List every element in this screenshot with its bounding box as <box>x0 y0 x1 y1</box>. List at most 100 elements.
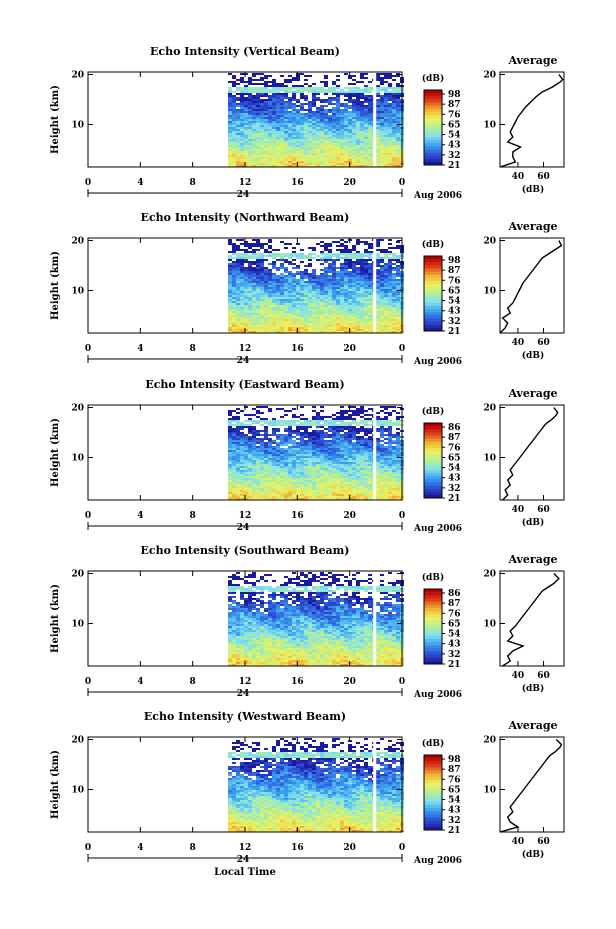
x-tick-label: 0 <box>85 843 91 853</box>
profile-x-tick-label: 40 <box>512 671 525 681</box>
y-tick-label: 10 <box>71 454 84 464</box>
x-tick-label: 4 <box>137 843 143 853</box>
y-tick-label: 20 <box>71 71 84 81</box>
x-tick-label: 12 <box>239 178 252 188</box>
profile-y-tick-label: 20 <box>483 237 496 247</box>
colorbar-tick-label: 65 <box>448 785 461 795</box>
x-tick-label: 12 <box>239 843 252 853</box>
x-tick-label: 16 <box>291 511 304 521</box>
beam-panel-5: Echo Intensity (Westward Beam) 20 10 Height… <box>50 710 565 878</box>
data-gap <box>373 737 377 832</box>
y-tick-label: 20 <box>71 570 84 580</box>
date-label: 24 <box>237 356 250 366</box>
average-profile: Average 20 10 40 60 (dB) <box>483 387 565 528</box>
profile-x-label: (dB) <box>522 350 544 361</box>
panel-title: Echo Intensity (Vertical Beam) <box>150 45 340 58</box>
x-tick-label: 4 <box>137 178 143 188</box>
colorbar-tick-label: 43 <box>448 806 461 816</box>
profile-x-tick-label: 60 <box>537 505 550 515</box>
y-axis-label: Height (km) <box>50 750 61 819</box>
colorbar-label: (dB) <box>422 406 444 417</box>
x-tick-label: 0 <box>85 178 91 188</box>
profile-y-tick-label: 10 <box>483 121 496 131</box>
average-profile: Average 20 10 40 60 (dB) <box>483 553 565 694</box>
colorbar-frame <box>423 89 443 166</box>
colorbar-tick-label: 32 <box>448 484 461 494</box>
colorbar-tick-label: 98 <box>448 755 461 765</box>
profile-x-label: (dB) <box>522 849 544 860</box>
panel-title: Echo Intensity (Southward Beam) <box>141 544 350 557</box>
profile-x-label: (dB) <box>522 517 544 528</box>
month-label: Aug 2006 <box>413 357 462 367</box>
y-axis-label: Height (km) <box>50 85 61 154</box>
date-label: 24 <box>237 855 250 865</box>
y-tick-label: 20 <box>71 736 84 746</box>
colorbar-tick-label: 65 <box>448 286 461 296</box>
profile-x-label: (dB) <box>522 683 544 694</box>
panel-title: Echo Intensity (Eastward Beam) <box>145 378 344 391</box>
profile-frame <box>499 404 565 501</box>
heatmap-cells <box>228 571 404 666</box>
colorbar-tick-label: 76 <box>448 443 461 453</box>
colorbar-tick-label: 32 <box>448 151 461 161</box>
profile-x-tick-label: 40 <box>512 837 525 847</box>
x-tick-label: 0 <box>399 843 405 853</box>
profile-title: Average <box>507 553 557 566</box>
profile-line <box>502 573 560 667</box>
colorbar-tick-label: 54 <box>448 464 461 474</box>
profile-y-tick-label: 10 <box>483 620 496 630</box>
profile-x-label: (dB) <box>522 184 544 195</box>
colorbar-label: (dB) <box>422 73 444 84</box>
profile-frame <box>499 71 565 168</box>
x-tick-label: 16 <box>291 344 304 354</box>
date-label: 24 <box>237 689 250 699</box>
profile-x-tick-label: 60 <box>537 837 550 847</box>
profile-frame <box>499 237 565 334</box>
y-tick-label: 10 <box>71 620 84 630</box>
y-tick-label: 10 <box>71 786 84 796</box>
colorbar-tick-label: 65 <box>448 453 461 463</box>
colorbar-tick-label: 54 <box>448 630 461 640</box>
profile-title: Average <box>507 54 557 67</box>
profile-line <box>499 739 563 833</box>
panel-title: Echo Intensity (Northward Beam) <box>141 211 350 224</box>
profile-title: Average <box>507 387 557 400</box>
x-tick-label: 12 <box>239 511 252 521</box>
x-tick-label: 8 <box>190 344 196 354</box>
beam-panel-3: Echo Intensity (Eastward Beam) 20 10 Height… <box>50 378 565 534</box>
colorbar-label: (dB) <box>422 572 444 583</box>
x-tick-label: 0 <box>85 677 91 687</box>
colorbar-tick-label: 21 <box>448 161 461 171</box>
colorbar-tick-label: 32 <box>448 650 461 660</box>
x-tick-label: 4 <box>137 344 143 354</box>
average-profile: Average 20 10 40 60 (dB) <box>483 220 565 361</box>
y-tick-label: 10 <box>71 121 84 131</box>
profile-x-tick-label: 40 <box>512 505 525 515</box>
profile-line <box>502 407 559 501</box>
colorbar-tick-label: 54 <box>448 131 461 141</box>
x-tick-label: 0 <box>399 344 405 354</box>
profile-x-tick-label: 40 <box>512 172 525 182</box>
x-tick-label: 4 <box>137 511 143 521</box>
y-axis-label: Height (km) <box>50 418 61 487</box>
colorbar-tick-label: 43 <box>448 141 461 151</box>
colorbar-frame <box>423 754 443 831</box>
x-tick-label: 8 <box>190 677 196 687</box>
heatmap-cells <box>228 238 404 333</box>
x-tick-label: 0 <box>85 344 91 354</box>
colorbar-tick-label: 43 <box>448 474 461 484</box>
colorbar-tick-label: 21 <box>448 327 461 337</box>
heatmap-cells <box>228 72 404 167</box>
data-gap <box>373 405 377 500</box>
colorbar-tick-label: 21 <box>448 826 461 836</box>
colorbar-tick-label: 32 <box>448 816 461 826</box>
data-gap <box>373 571 377 666</box>
colorbar-frame <box>423 422 443 499</box>
month-label: Aug 2006 <box>413 524 462 534</box>
x-tick-label: 20 <box>343 344 356 354</box>
